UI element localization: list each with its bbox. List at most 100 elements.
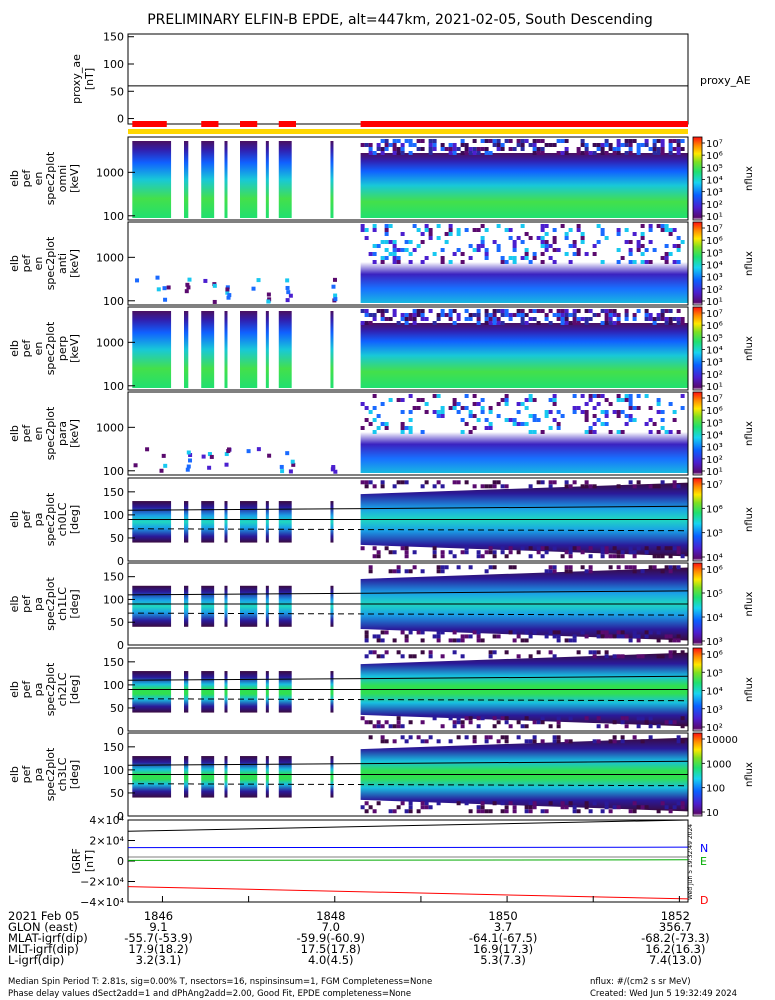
spectrum-pixel xyxy=(380,313,385,317)
spectrum-pixel xyxy=(600,309,605,313)
spectrum-pixel xyxy=(266,299,271,304)
spectrum-pixel xyxy=(548,426,553,430)
pa-burst xyxy=(278,756,292,798)
loss-cone-line xyxy=(127,783,689,787)
pa-pixel xyxy=(676,739,681,744)
pa-pixel xyxy=(560,801,565,806)
spectrum-pixel xyxy=(520,147,525,151)
y-tick-label: 0 xyxy=(117,113,124,126)
spectrum-pixel xyxy=(225,285,230,290)
spectrum-pixel xyxy=(364,236,369,240)
spectrum-pixel xyxy=(680,406,685,410)
spectrum-pixel xyxy=(576,321,581,325)
pa-pixel xyxy=(560,805,565,810)
pa-pixel xyxy=(636,716,641,721)
y-axis-label: spec2plot xyxy=(44,236,57,290)
pa-pixel xyxy=(628,546,633,551)
pa-pixel xyxy=(440,484,445,489)
pa-pixel xyxy=(364,480,369,485)
pa-pixel xyxy=(584,805,589,810)
spectrum-pixel xyxy=(520,240,525,244)
spectrum-pixel xyxy=(372,418,377,422)
spectrum-pixel xyxy=(496,244,501,248)
pa-pixel xyxy=(480,716,485,721)
pa-pixel xyxy=(468,634,473,639)
spectrum-pixel xyxy=(568,244,573,248)
pa-pixel xyxy=(640,654,645,659)
spectrum-pixel xyxy=(464,317,469,321)
spectrum-pixel xyxy=(660,256,665,260)
pa-pixel xyxy=(600,809,605,814)
spectrum-pixel xyxy=(286,290,291,295)
pa-pixel xyxy=(520,638,525,643)
spectrum-pixel xyxy=(416,147,421,151)
pa-pixel xyxy=(504,554,509,559)
spectrum-pixel xyxy=(660,418,665,422)
colorbar xyxy=(692,136,703,221)
spectrum-pixel xyxy=(285,278,290,283)
colorbar-label: nflux xyxy=(744,166,755,191)
pa-pixel xyxy=(372,634,377,639)
orbit-value: 1850 xyxy=(488,909,517,923)
spectrum-pixel xyxy=(285,451,290,456)
pa-pixel xyxy=(672,805,677,810)
spectrum-pixel xyxy=(376,147,381,151)
spectrum-pixel xyxy=(436,410,441,414)
pa-pixel xyxy=(632,634,637,639)
pa-pixel xyxy=(496,739,501,744)
spectrum-pixel xyxy=(496,248,501,252)
spectrum-pixel xyxy=(448,147,453,151)
spectrum-pixel xyxy=(664,244,669,248)
spectrum-pixel xyxy=(440,410,445,414)
pa-pixel xyxy=(680,801,685,806)
pa-pixel xyxy=(420,739,425,744)
spectrum-pixel xyxy=(392,256,397,260)
spectrum-pixel xyxy=(620,430,625,434)
spectrum-pixel xyxy=(668,143,673,147)
pa-pixel xyxy=(528,654,533,659)
pa-pixel xyxy=(404,809,409,814)
spectrum-pixel xyxy=(584,317,589,321)
pa-pixel xyxy=(584,480,589,485)
pa-pixel xyxy=(452,630,457,635)
spectrum-pixel xyxy=(428,143,433,147)
spectrum-pixel xyxy=(432,252,437,256)
pa-pixel xyxy=(648,716,653,721)
pa-pixel xyxy=(580,630,585,635)
spectrum-pixel xyxy=(496,402,501,406)
pa-pixel xyxy=(668,654,673,659)
spectrum-pixel xyxy=(163,463,168,468)
spectrum-pixel xyxy=(360,426,365,430)
pa-pixel xyxy=(488,565,493,570)
pa-burst xyxy=(132,671,172,713)
orbit-value: 7.0 xyxy=(322,920,340,934)
spectrum-pixel xyxy=(648,313,653,317)
spectrum-pixel xyxy=(604,309,609,313)
pa-pixel xyxy=(596,716,601,721)
spectrum-pixel xyxy=(656,430,661,434)
pa-pixel xyxy=(364,720,369,725)
spectrum-pixel xyxy=(384,422,389,426)
spectrum-pixel xyxy=(372,252,377,256)
pa-pixel xyxy=(528,554,533,559)
y-tick-label: 0 xyxy=(117,855,124,868)
spectrum-pixel xyxy=(452,147,457,151)
pa-pixel xyxy=(616,630,621,635)
pa-pixel xyxy=(528,546,533,551)
spectrum-pixel xyxy=(209,454,214,459)
pa-pixel xyxy=(648,484,653,489)
spectrum-pixel xyxy=(444,313,449,317)
pa-pixel xyxy=(568,565,573,570)
colorbar xyxy=(692,221,703,306)
spectrum-pixel xyxy=(448,228,453,232)
pa-pixel xyxy=(564,484,569,489)
spectrum-pixel xyxy=(492,143,497,147)
pa-pixel xyxy=(408,805,413,810)
y-axis-label: [deg] xyxy=(68,505,81,534)
spectrum-pixel xyxy=(484,321,489,325)
colorbar-tick-label: 10³ xyxy=(706,705,723,716)
spectrum-pixel xyxy=(572,321,577,325)
spectrum-pixel xyxy=(500,309,505,313)
spectrum-pixel xyxy=(392,313,397,317)
